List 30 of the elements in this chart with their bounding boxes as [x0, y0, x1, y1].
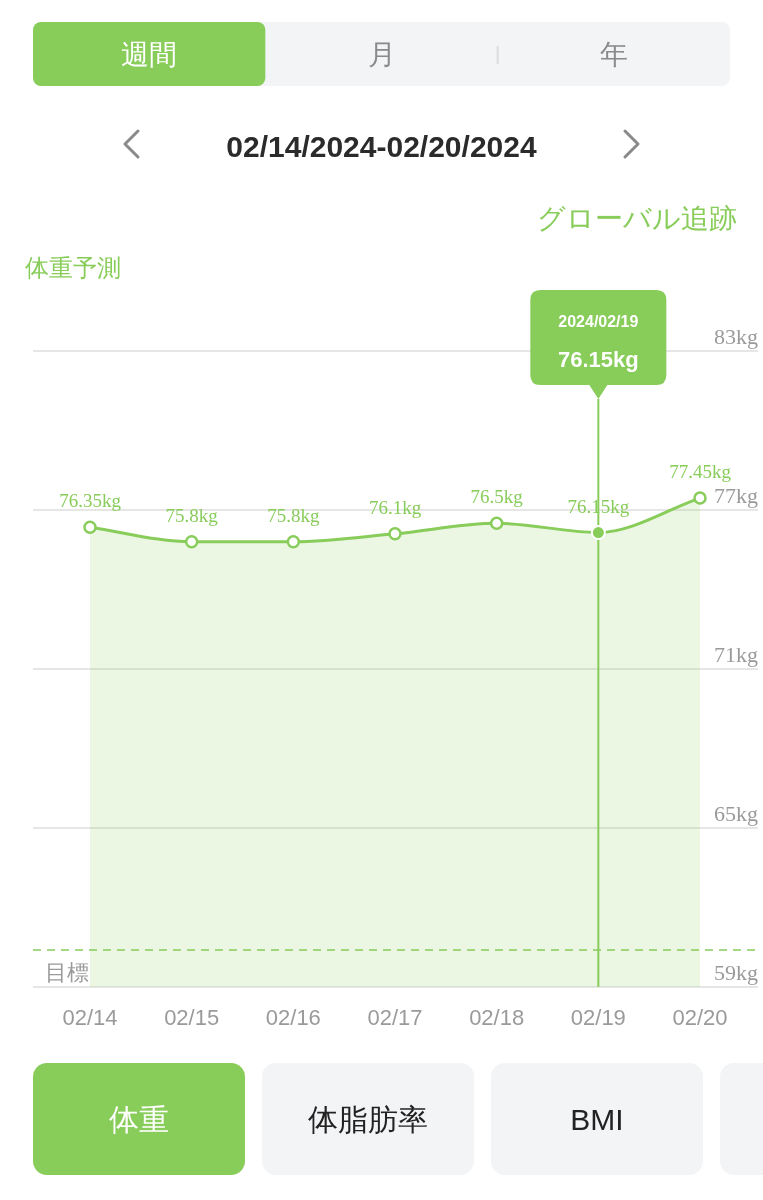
link-label: グローバル追跡 [537, 203, 737, 234]
button-label: 体重 [109, 1103, 169, 1136]
value-label: 75.8kg [165, 504, 218, 526]
value-label: 76.1kg [368, 496, 422, 518]
value-label: 76.35kg [59, 490, 121, 512]
xtick: 02/14 [62, 1005, 118, 1030]
ytick: 65kg [714, 801, 758, 826]
tab-label: 週間 [121, 39, 178, 70]
subtitle: 体重予測 [25, 254, 121, 281]
tooltip-text: 2024/02/19 [558, 313, 639, 330]
xtick: 02/17 [367, 1005, 423, 1030]
title: 02/14/2024-02/20/2024 [226, 130, 537, 163]
tab-label: 月 [367, 39, 396, 70]
button-label: BMI [570, 1103, 624, 1136]
xtick: 02/19 [570, 1005, 626, 1030]
value-label: 76.5kg [470, 486, 523, 508]
ytick: 77kg [714, 483, 758, 508]
value-label: 77.45kg [669, 461, 731, 483]
value-label: 75.8kg [267, 504, 320, 526]
ytick: 59kg [714, 960, 758, 985]
tooltip-text: 76.15kg [557, 347, 639, 372]
xtick: 02/20 [672, 1005, 728, 1030]
xtick: 02/15 [164, 1005, 220, 1030]
xtick: 02/16 [265, 1005, 321, 1030]
button-label: 体脂肪率 [308, 1103, 428, 1136]
tab-label: 年 [599, 39, 628, 70]
ref-label: 目標 [45, 959, 89, 985]
ytick: 83kg [714, 324, 758, 349]
ytick: 71kg [714, 642, 758, 667]
xtick: 02/18 [469, 1005, 525, 1030]
